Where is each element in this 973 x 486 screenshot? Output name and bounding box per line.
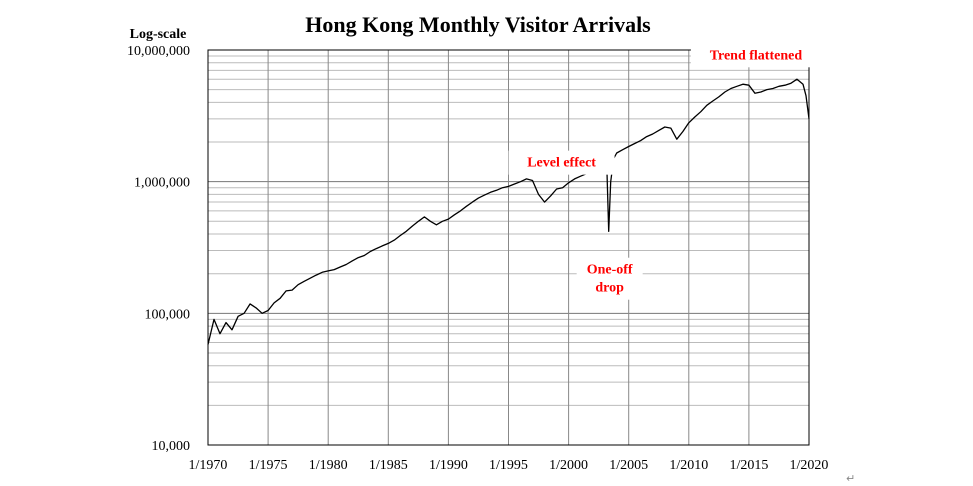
x-tick-label: 1/1990 <box>429 458 468 473</box>
y-axis-ticks: 10,000 100,000 1,000,000 10,000,000 <box>127 44 190 454</box>
x-tick-label: 1/1985 <box>369 458 408 473</box>
annotations: Level effect One-off drop Trend flattened <box>508 43 821 300</box>
y-axis-label: Log-scale <box>130 27 187 42</box>
grid <box>207 49 810 446</box>
chart-title: Hong Kong Monthly Visitor Arrivals <box>305 12 651 37</box>
annotation-label: drop <box>595 281 624 296</box>
x-tick-label: 1/2000 <box>549 458 588 473</box>
x-tick-label: 1/2015 <box>729 458 768 473</box>
x-axis-ticks: 1/1970 1/1975 1/1980 1/1985 1/1990 1/1995 1/20… <box>189 458 829 473</box>
y-tick-label: 10,000 <box>152 439 191 454</box>
x-tick-label: 1/2010 <box>669 458 708 473</box>
x-tick-label: 1/1995 <box>489 458 528 473</box>
x-tick-label: 1/1975 <box>249 458 288 473</box>
annotation-label: Level effect <box>527 156 596 171</box>
y-tick-label: 10,000,000 <box>127 44 190 59</box>
y-tick-label: 1,000,000 <box>134 176 190 191</box>
x-tick-label: 1/2020 <box>790 458 829 473</box>
annotation-backdrop <box>576 257 643 300</box>
x-tick-label: 1/1980 <box>309 458 348 473</box>
annotation-label: Trend flattened <box>710 48 803 63</box>
annotation-backdrop <box>690 43 821 68</box>
y-tick-label: 100,000 <box>145 307 191 322</box>
annotation-label: One-off <box>587 263 633 278</box>
plot-frame <box>207 49 810 446</box>
return-mark-icon: ↵ <box>846 472 855 485</box>
x-tick-label: 1/1970 <box>189 458 228 473</box>
annotation-backdrop <box>508 150 615 175</box>
series-line <box>207 78 810 345</box>
x-tick-label: 1/2005 <box>609 458 648 473</box>
